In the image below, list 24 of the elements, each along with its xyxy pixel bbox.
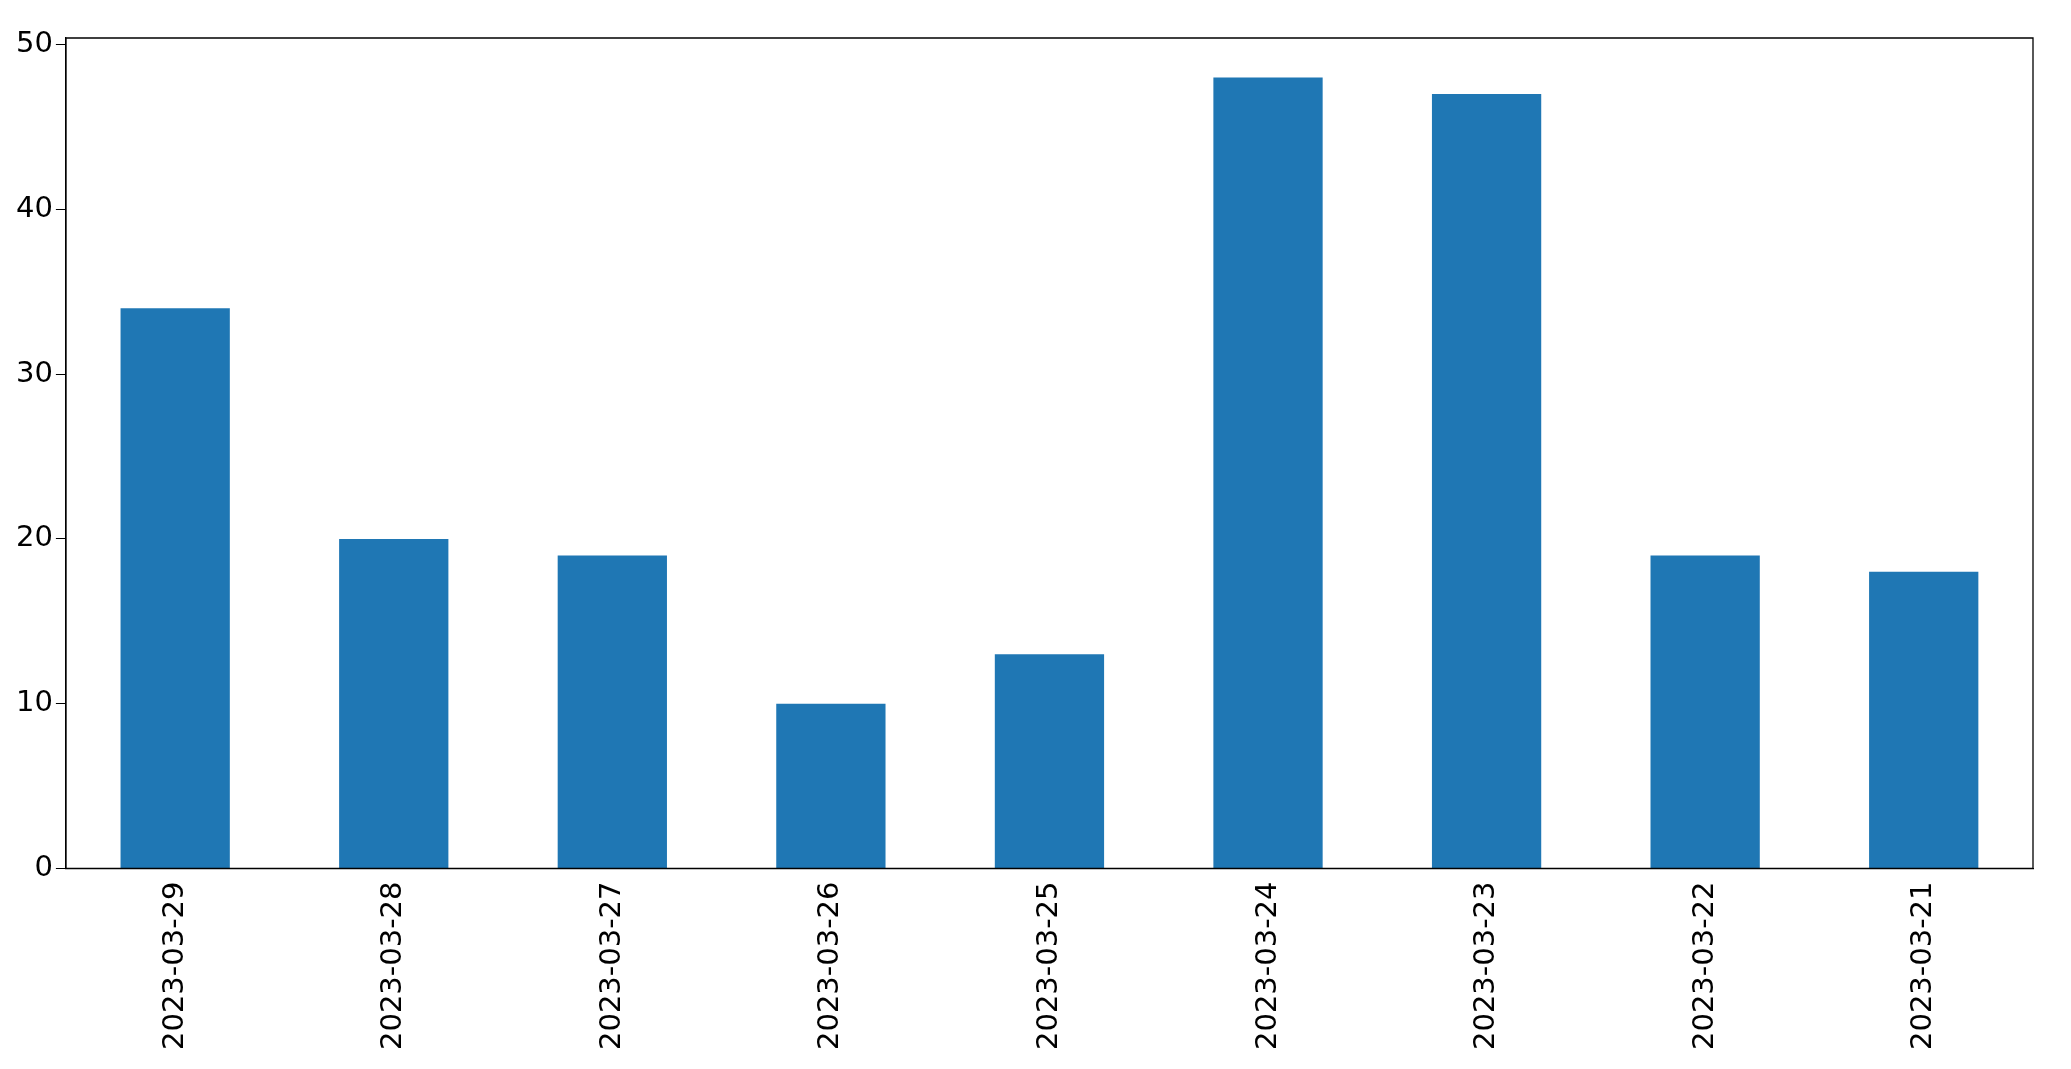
x-tick-label: 2023-03-28 (374, 881, 409, 1051)
x-tick-label: 2023-03-24 (1248, 881, 1283, 1051)
x-tick-label: 2023-03-27 (592, 881, 627, 1051)
x-tick-label: 2023-03-25 (1029, 881, 1064, 1051)
y-tick-label: 40 (16, 189, 53, 224)
y-tick-label: 10 (16, 684, 53, 719)
x-tick-label: 2023-03-26 (811, 881, 846, 1051)
bar (1431, 94, 1542, 868)
bar (339, 538, 449, 868)
bar (994, 654, 1105, 868)
y-tick-label: 50 (16, 25, 53, 60)
x-tick-label: 2023-03-29 (155, 881, 190, 1051)
x-tick-label: 2023-03-22 (1685, 881, 1720, 1051)
bar (1213, 77, 1323, 868)
y-tick-label: 0 (34, 849, 53, 883)
bar (1650, 555, 1760, 868)
x-tick-label: 2023-03-23 (1467, 881, 1502, 1051)
bar (120, 308, 230, 868)
x-tick-label: 2023-03-21 (1904, 881, 1939, 1051)
y-tick-label: 20 (16, 519, 53, 554)
bar (776, 703, 886, 868)
bar (557, 555, 667, 868)
y-tick-label: 30 (16, 354, 53, 389)
bar (1869, 571, 1979, 868)
